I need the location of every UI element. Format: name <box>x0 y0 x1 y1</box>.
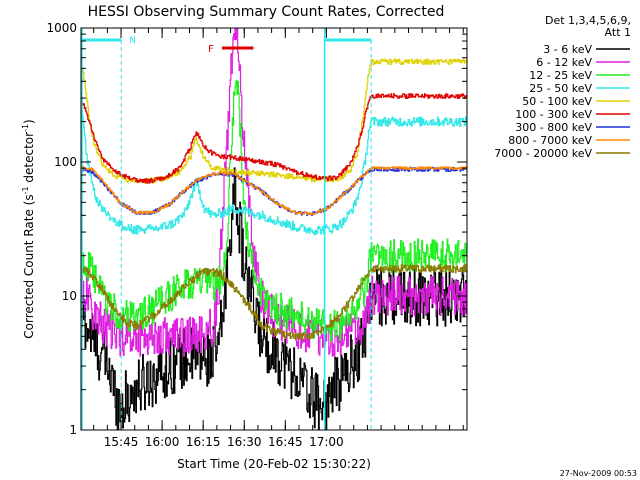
legend-label-8: 7000 - 20000 keV <box>494 147 592 160</box>
series-line-7 <box>81 165 467 216</box>
legend-label-7: 800 - 7000 keV <box>508 134 592 147</box>
legend-label-1: 6 - 12 keV <box>536 56 592 69</box>
series-line-8 <box>81 264 467 341</box>
legend-label-6: 300 - 800 keV <box>515 121 592 134</box>
y-axis: 1 10 100 1000 <box>46 21 467 437</box>
plot-frame <box>80 27 468 431</box>
annotation-layer: NF <box>81 28 372 430</box>
series-line-1 <box>81 28 467 357</box>
series-line-3 <box>81 105 467 235</box>
x-axis-label: Start Time (20-Feb-02 15:30:22) <box>177 457 371 471</box>
y-tick-label: 1000 <box>46 21 77 35</box>
legend-label-5: 100 - 300 keV <box>515 108 592 121</box>
y-tick-label: 10 <box>62 289 77 303</box>
legend-header-line1: Det 1,3,4,5,6,9, <box>545 14 631 27</box>
legend-label-4: 50 - 100 keV <box>522 95 592 108</box>
x-tick-label: 16:30 <box>227 435 262 449</box>
flare-label: F <box>208 44 214 55</box>
y-axis-label: Corrected Count Rate (s-1 detector-1) <box>21 119 36 338</box>
chart-title: HESSI Observing Summary Count Rates, Cor… <box>88 4 445 20</box>
x-axis: 15:45 16:00 16:15 16:30 16:45 17:00 <box>93 28 464 449</box>
x-tick-label: 17:00 <box>309 435 344 449</box>
timestamp: 27-Nov-2009 00:53 <box>560 469 637 478</box>
x-tick-label: 16:15 <box>186 435 221 449</box>
legend-label-3: 25 - 50 keV <box>529 82 592 95</box>
legend-label-2: 12 - 25 keV <box>529 69 592 82</box>
legend-label-0: 3 - 6 keV <box>543 43 592 56</box>
x-tick-label: 16:00 <box>145 435 180 449</box>
series-line-0 <box>81 167 467 430</box>
legend-header-line2: Att 1 <box>605 26 631 39</box>
y-tick-label: 1 <box>69 423 77 437</box>
series-line-5 <box>81 93 467 184</box>
x-tick-label: 15:45 <box>104 435 139 449</box>
series-line-2 <box>81 79 467 342</box>
series-layer <box>81 28 467 430</box>
y-tick-label: 100 <box>54 155 77 169</box>
night-label: N <box>129 36 136 46</box>
x-tick-label: 16:45 <box>268 435 303 449</box>
